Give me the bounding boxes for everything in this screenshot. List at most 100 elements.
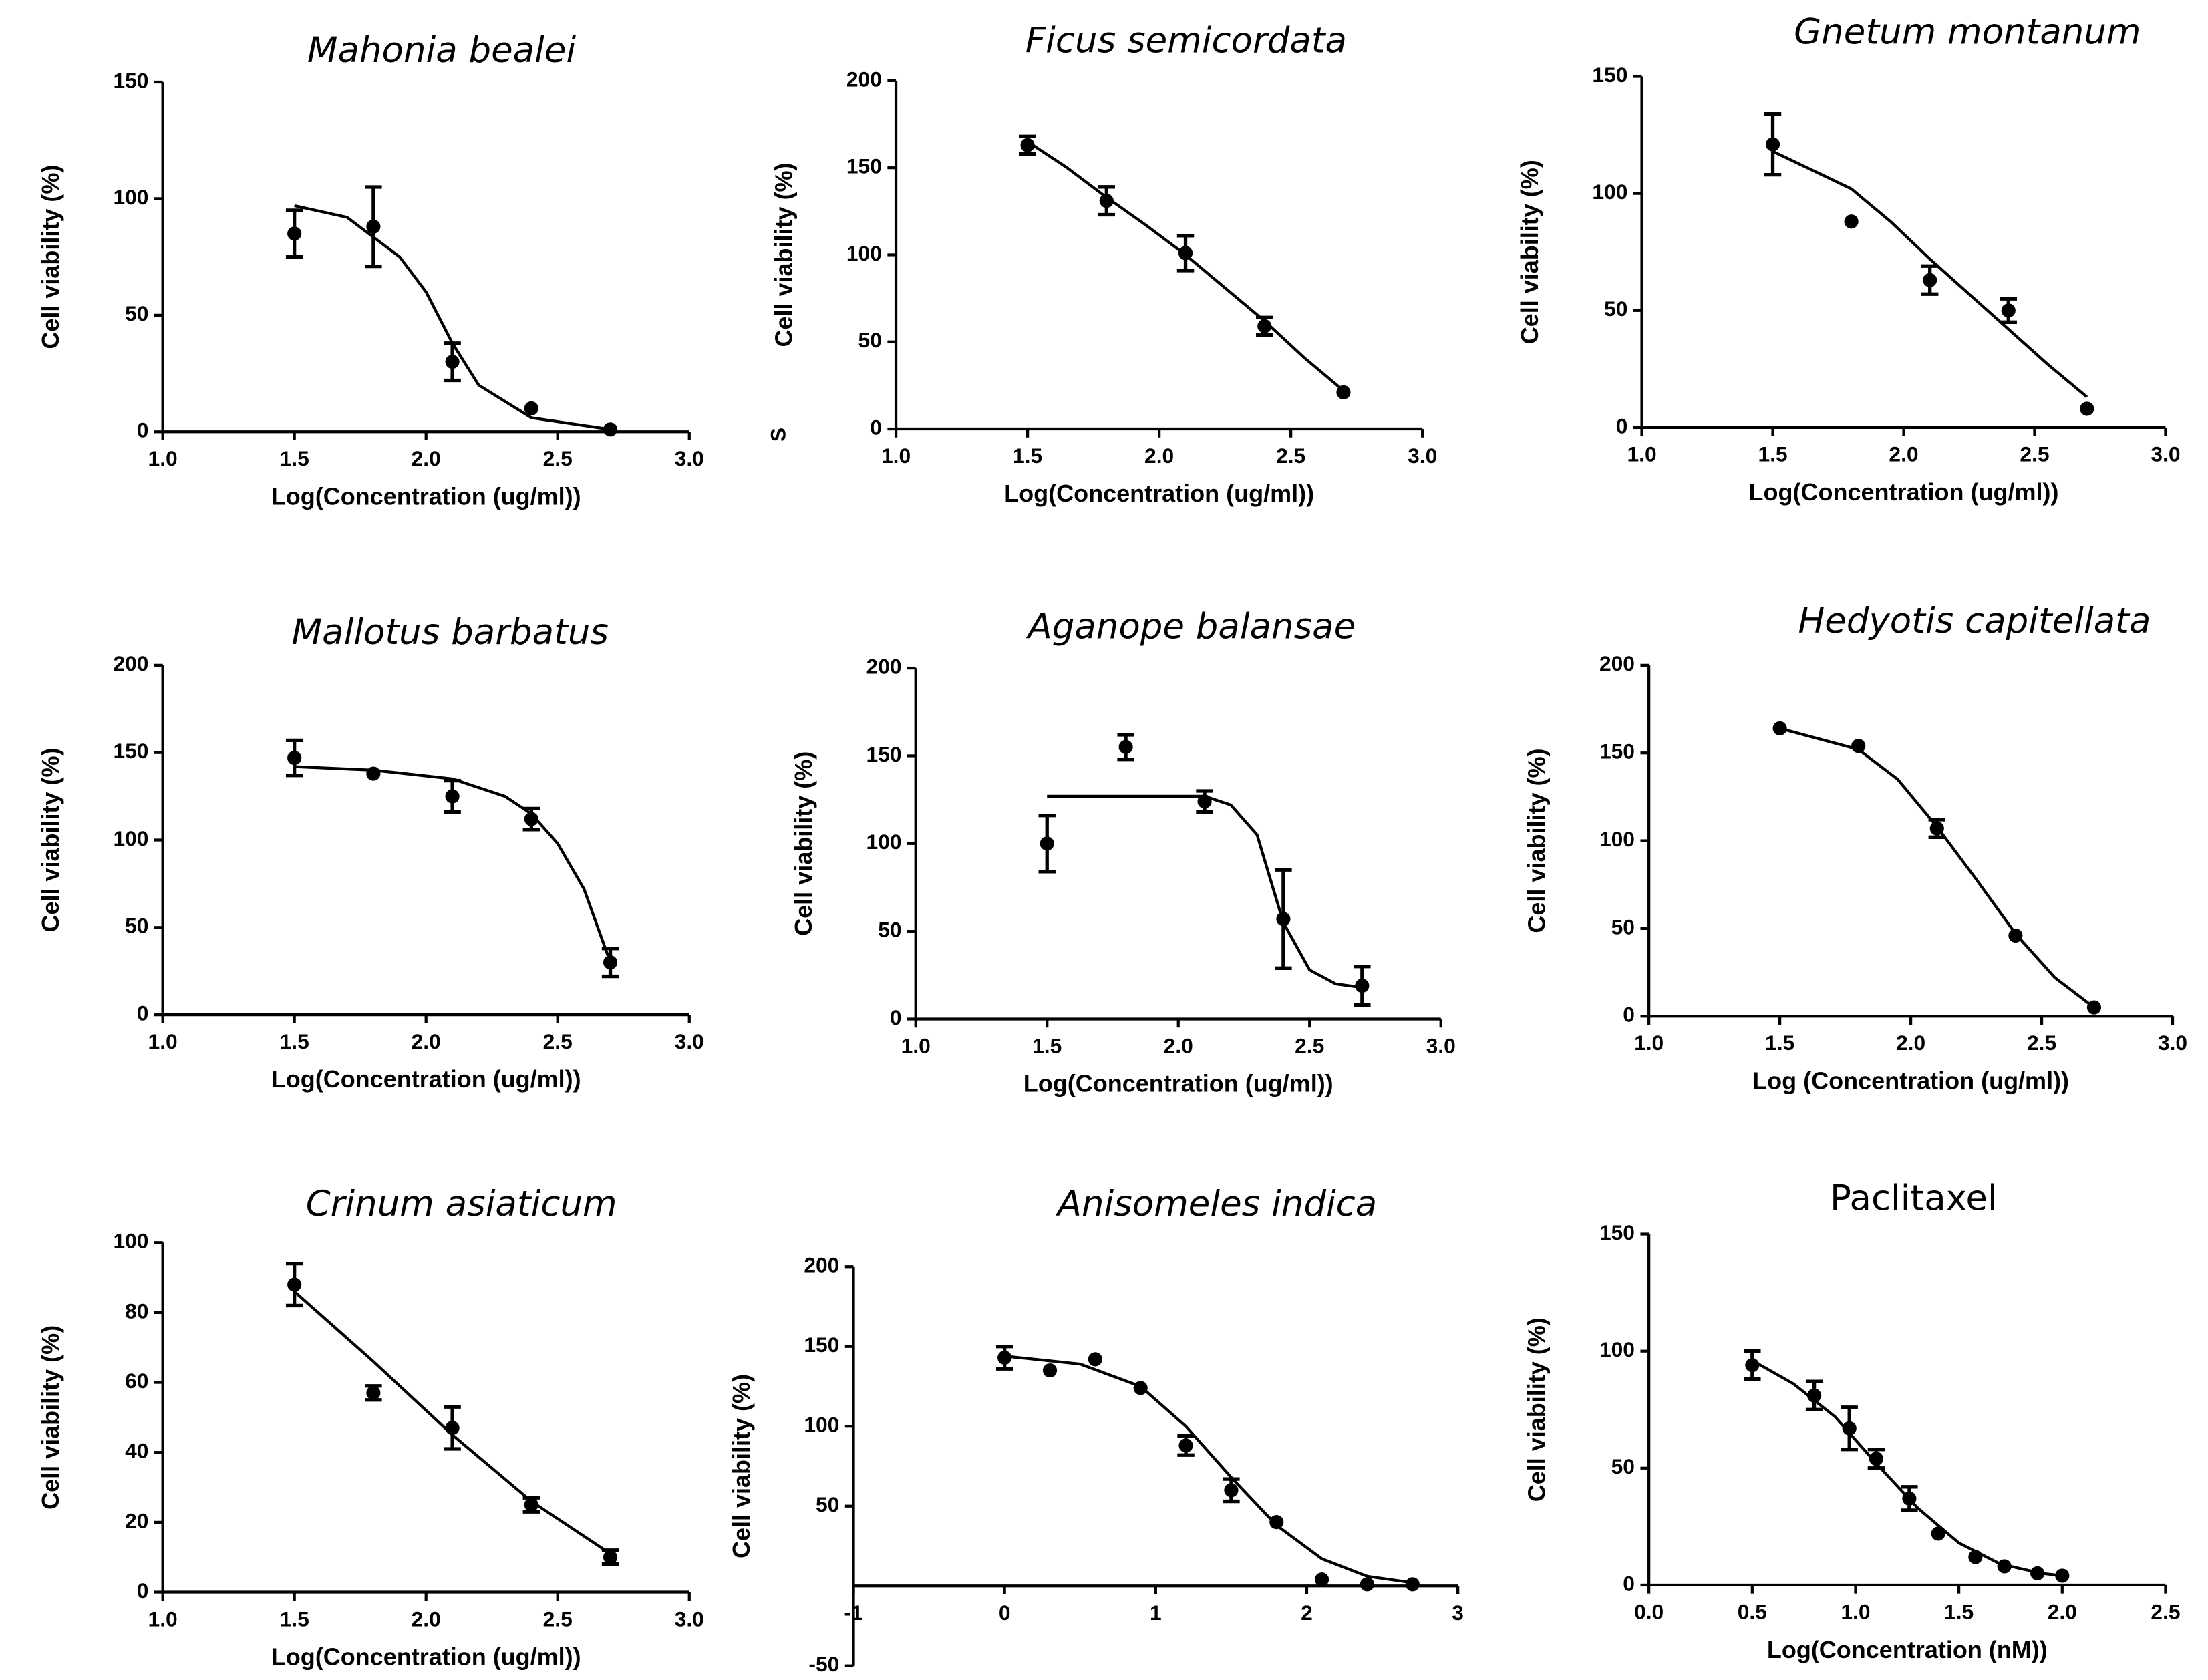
- data-point: [1336, 385, 1351, 399]
- data-point: [1224, 1483, 1239, 1498]
- y-axis-label: Cell viability (%): [728, 1374, 755, 1558]
- data-point: [1807, 1388, 1822, 1403]
- data-point: [1315, 1572, 1329, 1587]
- data-point: [2008, 928, 2023, 943]
- y-tick-label: 0: [1616, 413, 1628, 438]
- fit-curve: [1047, 794, 1363, 989]
- data-point: [1276, 912, 1291, 927]
- x-axis-label: Log(Concentration (ug/ml)): [271, 1643, 581, 1671]
- x-tick-label: 1.0: [881, 444, 911, 468]
- y-tick-label: 100: [1592, 180, 1627, 204]
- x-tick-label: -1: [844, 1601, 862, 1625]
- x-tick-label: 1.0: [148, 1029, 178, 1053]
- x-tick-label: 2.0: [1164, 1033, 1193, 1057]
- data-point: [1088, 1352, 1102, 1367]
- data-point: [1020, 138, 1035, 152]
- y-tick-label: 60: [125, 1369, 148, 1393]
- x-tick-label: 1.5: [280, 1029, 309, 1053]
- x-tick-label: 2.5: [1276, 444, 1305, 468]
- y-axis-label: Cell viability (%): [770, 162, 797, 347]
- data-point: [1929, 821, 1944, 836]
- x-tick-label: 2.0: [1896, 1031, 1925, 1055]
- x-axis-label: Log(Concentration (ug/ml)): [1004, 480, 1314, 507]
- data-point: [603, 955, 618, 970]
- data-point: [1869, 1452, 1883, 1466]
- y-tick-label: 0: [1623, 1571, 1635, 1595]
- y-tick-label: 150: [113, 739, 148, 763]
- y-tick-label: 50: [125, 914, 148, 938]
- y-tick-label: 200: [866, 654, 902, 678]
- x-tick-label: 3.0: [1408, 444, 1437, 468]
- fit-curve: [1751, 1359, 2063, 1578]
- data-point: [524, 401, 538, 415]
- data-point: [1997, 1559, 2012, 1574]
- y-axis-label: Cell viability (%): [37, 165, 64, 349]
- data-point: [1842, 1421, 1857, 1436]
- fit-curve: [1004, 1354, 1413, 1584]
- fit-curve: [294, 765, 612, 963]
- chart-title: Hedyotis capitellata: [1798, 601, 2151, 641]
- data-point: [287, 1277, 302, 1292]
- x-tick-label: 0: [999, 1601, 1011, 1625]
- y-axis-label: Cell viability (%): [790, 751, 817, 936]
- x-tick-label: 1.0: [1627, 442, 1656, 466]
- y-tick-label: 0: [137, 418, 149, 442]
- x-axis-label: Log (Concentration (ug/ml)): [1752, 1067, 2069, 1094]
- data-point: [1269, 1515, 1284, 1530]
- y-tick-label: 200: [804, 1253, 839, 1277]
- y-tick-label: 150: [866, 742, 902, 766]
- data-point: [524, 1498, 538, 1512]
- x-tick-label: 1.5: [1758, 442, 1787, 466]
- chart-title: Anisomeles indica: [1056, 1184, 1378, 1224]
- chart-title: Mahonia bealei: [307, 30, 577, 71]
- y-tick-label: 200: [1599, 651, 1635, 675]
- data-point: [1902, 1491, 1917, 1506]
- y-tick-label: 150: [846, 154, 882, 178]
- data-point: [1118, 739, 1133, 754]
- y-tick-label: 200: [113, 651, 148, 675]
- y-tick-label: 80: [125, 1299, 148, 1323]
- x-tick-label: 1.5: [1944, 1600, 1974, 1624]
- x-tick-label: 2.0: [412, 1029, 441, 1053]
- x-tick-label: 1.5: [1765, 1031, 1794, 1055]
- x-axis-label: Log(Concentration (ug/ml)): [1023, 1070, 1333, 1098]
- chart-title: Paclitaxel: [1830, 1178, 1998, 1218]
- data-point: [2030, 1566, 2045, 1581]
- x-tick-label: 2.5: [543, 446, 573, 470]
- y-tick-label: 100: [1599, 1337, 1635, 1361]
- x-tick-label: 2.5: [2020, 442, 2049, 466]
- y-tick-label: 0: [1623, 1003, 1635, 1027]
- y-tick-label: 50: [878, 918, 901, 942]
- x-tick-label: 2.5: [1295, 1033, 1324, 1057]
- y-tick-label: 50: [1604, 297, 1627, 321]
- data-point: [1844, 214, 1859, 229]
- x-tick-label: 1.0: [1634, 1031, 1664, 1055]
- x-tick-label: 2.0: [1889, 442, 1918, 466]
- data-point: [287, 226, 302, 241]
- data-point: [1405, 1577, 1420, 1592]
- y-axis-label: Cell viability (%): [37, 1325, 64, 1510]
- data-point: [2080, 401, 2094, 416]
- data-point: [1042, 1363, 1058, 1378]
- x-tick-label: 2.0: [1144, 444, 1174, 468]
- y-tick-label: 0: [137, 1001, 149, 1025]
- y-axis-label: Cell viability (%): [37, 747, 64, 932]
- data-point: [1765, 137, 1780, 152]
- y-tick-label: 100: [1599, 827, 1635, 851]
- y-tick-label: 100: [804, 1413, 839, 1437]
- x-axis-label: Log(Concentration (ug/ml)): [271, 482, 581, 510]
- x-tick-label: 1.5: [280, 446, 309, 470]
- x-tick-label: 1.0: [148, 446, 178, 470]
- data-point: [1355, 978, 1370, 993]
- fit-curve: [294, 204, 611, 431]
- data-point: [997, 1350, 1012, 1365]
- y-tick-label: 200: [846, 67, 882, 91]
- x-tick-label: 1.5: [1013, 444, 1042, 468]
- data-point: [445, 789, 460, 804]
- y-tick-label: 150: [1599, 739, 1635, 764]
- y-axis-label: Cell viability (%): [1523, 1317, 1550, 1502]
- data-point: [603, 422, 618, 437]
- y-tick-label: 100: [866, 830, 902, 854]
- y-tick-label: 50: [1611, 914, 1635, 939]
